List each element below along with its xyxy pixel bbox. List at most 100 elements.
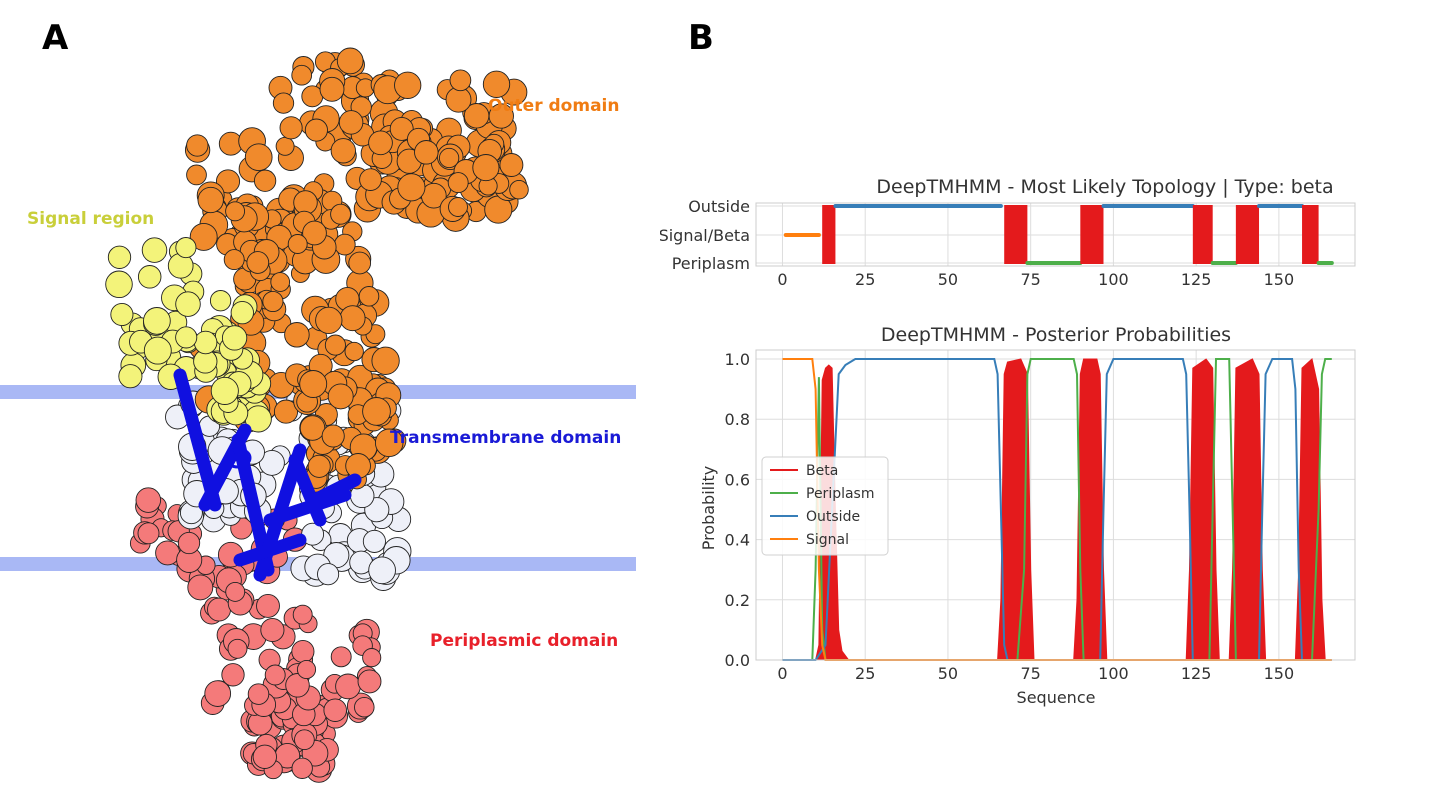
signal-region-atom [175, 326, 198, 349]
signal-region-atom [107, 245, 132, 269]
outer-domain-atom [246, 251, 270, 274]
topology-x-tick-label: 50 [938, 270, 958, 289]
periplasmic-atom [291, 757, 313, 779]
outer-domain-atom [302, 220, 327, 246]
periplasmic-atom [323, 698, 347, 722]
signal-region-atom [210, 376, 239, 405]
panel-b-label: B [688, 18, 714, 58]
signal-region-atom [141, 237, 168, 263]
transmembrane-domain-label: Transmembrane domain [390, 428, 621, 448]
topology-x-tick-label: 125 [1181, 270, 1212, 289]
periplasmic-atom [227, 638, 248, 659]
outer-domain-atom [262, 290, 284, 313]
posterior-y-tick-label: 0.2 [725, 591, 750, 610]
transmembrane-strands [173, 368, 362, 582]
outer-domain-atom [299, 370, 328, 398]
outer-domain-atom [315, 306, 343, 335]
topology-x-tick-label: 25 [855, 270, 875, 289]
posterior-x-tick-label: 150 [1264, 664, 1295, 683]
periplasmic-atom [225, 581, 246, 602]
periplasmic-atom [292, 604, 313, 625]
posterior-chart: DeepTMHMM - Posterior Probabilities 0.00… [699, 324, 1356, 707]
outer-domain-atom [275, 136, 295, 156]
outer-domain-atom [438, 147, 460, 169]
periplasmic-atom [204, 680, 232, 707]
periplasmic-atom [187, 574, 214, 601]
signal-region-atom [105, 270, 133, 299]
outer-domain-atom [223, 249, 245, 271]
topology-beta-block [1302, 205, 1319, 264]
outer-domain-atom [319, 76, 345, 102]
tm-beta-strand [173, 368, 222, 512]
outer-domain-atom [186, 164, 207, 186]
topology-x-tick-label: 75 [1020, 270, 1040, 289]
outer-domain-atom [197, 186, 224, 214]
posterior-y-tick-label: 0.4 [725, 531, 750, 550]
topology-y-tick-label: Outside [688, 197, 750, 216]
periplasmic-atom [135, 487, 162, 513]
posterior-x-tick-label: 0 [777, 664, 787, 683]
outer-domain-atom [338, 110, 364, 135]
outer-domain-atom [359, 168, 382, 191]
outer-domain-atom [368, 130, 393, 156]
membrane-atom [362, 529, 386, 553]
posterior-x-tick-label: 125 [1181, 664, 1212, 683]
outer-domain-atom [324, 334, 346, 356]
signal-region-atom [137, 265, 162, 289]
periplasmic-atom [137, 522, 160, 545]
outer-domain-atom [448, 197, 468, 217]
signal-region-atom [175, 291, 201, 317]
periplasmic-atom [155, 540, 181, 566]
membrane-atom [368, 556, 396, 585]
signal-region-atom [209, 290, 232, 312]
outer-domain-atom [348, 251, 372, 275]
membrane-atom [317, 563, 340, 586]
posterior-x-tick-label: 25 [855, 664, 875, 683]
topology-x-tick-label: 150 [1264, 270, 1295, 289]
posterior-legend: Beta Periplasm Outside Signal [761, 456, 889, 556]
outer-domain-atom [397, 173, 426, 202]
topology-grid [756, 203, 1355, 266]
signal-region-atoms [105, 237, 272, 433]
topology-x-tick-label: 100 [1098, 270, 1129, 289]
protein-structure-panel: Outer domain Signal region Transmembrane… [0, 0, 660, 794]
outer-domain-atom [186, 134, 209, 157]
panel-a-label: A [42, 18, 69, 58]
outer-domain-atom [339, 305, 366, 332]
deeptmhmm-charts: DeepTMHMM - Most Likely Topology | Type:… [659, 176, 1356, 707]
topology-x-tick-label: 0 [777, 270, 787, 289]
outer-domain-atom [189, 222, 218, 251]
outer-domain-atom [215, 169, 241, 194]
outer-domain-atom [307, 454, 331, 478]
posterior-axes-frame [755, 349, 1356, 661]
outer-domain-atom [330, 203, 352, 225]
outer-domain-atom [253, 169, 277, 192]
periplasmic-atom [264, 664, 286, 686]
outer-domain-atom [344, 341, 364, 362]
topology-marks [783, 204, 1334, 265]
periplasmic-atom [221, 663, 245, 687]
outer-domain-atom [299, 415, 326, 441]
outer-domain-atom [447, 172, 469, 194]
periplasmic-atom [260, 617, 285, 643]
periplasmic-atom [256, 593, 280, 618]
periplasmic-atom [207, 597, 231, 622]
periplasmic-atom [285, 673, 310, 698]
periplasmic-atom [362, 648, 382, 668]
signal-region-atom [110, 302, 134, 327]
outer-domain-atom [272, 92, 295, 114]
posterior-legend-label-periplasm: Periplasm [806, 486, 875, 502]
outer-domain-atom [389, 116, 414, 141]
outer-domain-atom [449, 69, 472, 92]
topology-y-tick-label: Signal/Beta [660, 226, 750, 245]
outer-domain-atom [270, 272, 291, 292]
periplasmic-atom [294, 729, 315, 751]
outer-domain-atom [321, 424, 345, 448]
outer-domain-atom [374, 428, 404, 458]
outer-domain-atom [499, 153, 524, 177]
outer-domain-atom [330, 138, 356, 164]
posterior-y-tick-label: 0.6 [725, 470, 750, 489]
outer-domain-atom [291, 64, 313, 86]
posterior-legend-box [761, 456, 889, 556]
periplasmic-domain-atoms [129, 487, 382, 783]
